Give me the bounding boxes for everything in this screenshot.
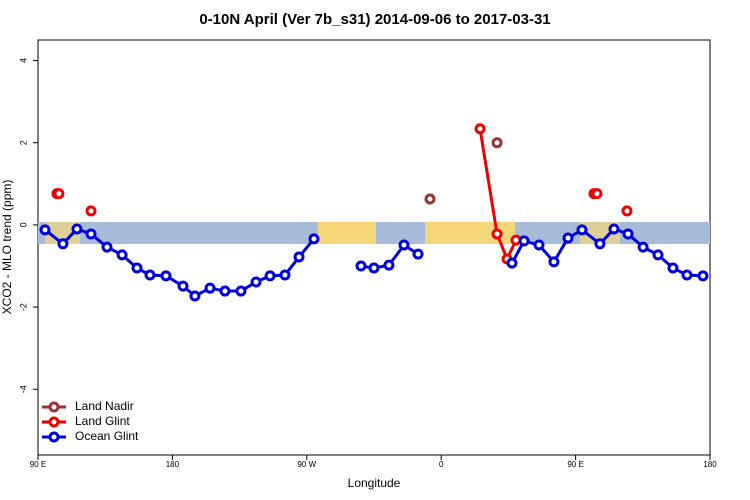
point bbox=[608, 223, 620, 235]
x-tick-label: 90 E bbox=[567, 460, 583, 469]
point bbox=[424, 193, 436, 205]
y-tick-label: 2 bbox=[18, 140, 28, 145]
point bbox=[637, 241, 649, 253]
x-tick-label: 90 E bbox=[30, 460, 46, 469]
legend-label: Ocean Glint bbox=[75, 429, 139, 443]
legend-marker bbox=[48, 401, 60, 413]
point bbox=[383, 259, 395, 271]
point bbox=[189, 290, 201, 302]
chart-title: 0-10N April (Ver 7b_s31) 2014-09-06 to 2… bbox=[199, 11, 550, 28]
point bbox=[101, 241, 113, 253]
point bbox=[219, 285, 231, 297]
point bbox=[177, 280, 189, 292]
point bbox=[355, 260, 367, 272]
x-axis-label: Longitude bbox=[348, 476, 401, 490]
legend-label: Land Glint bbox=[75, 414, 130, 428]
point bbox=[116, 249, 128, 261]
point bbox=[204, 282, 216, 294]
legend-marker bbox=[48, 416, 60, 428]
point bbox=[85, 228, 97, 240]
point bbox=[518, 235, 530, 247]
series-line bbox=[478, 128, 518, 263]
x-tick-label: 90 W bbox=[297, 460, 316, 469]
point bbox=[308, 233, 320, 245]
y-axis-label: XCO2 - MLO trend (ppm) bbox=[0, 180, 14, 315]
point bbox=[235, 285, 247, 297]
point bbox=[39, 224, 51, 236]
point bbox=[57, 238, 69, 250]
point bbox=[131, 262, 143, 274]
point bbox=[85, 205, 97, 217]
x-tick-label: 0 bbox=[439, 460, 444, 469]
point bbox=[160, 270, 172, 282]
point bbox=[652, 249, 664, 261]
point bbox=[491, 137, 503, 149]
point bbox=[279, 269, 291, 281]
point bbox=[533, 239, 545, 251]
point bbox=[591, 188, 603, 200]
point bbox=[250, 276, 262, 288]
plot-frame bbox=[37, 39, 711, 456]
point bbox=[697, 270, 709, 282]
y-tick-label: 4 bbox=[18, 58, 28, 63]
land-patch bbox=[425, 222, 515, 244]
point bbox=[594, 238, 606, 250]
y-tick-label: -2 bbox=[18, 303, 28, 311]
point bbox=[264, 270, 276, 282]
legend-label: Land Nadir bbox=[75, 399, 134, 413]
point bbox=[474, 123, 486, 135]
point bbox=[144, 269, 156, 281]
point bbox=[491, 228, 503, 240]
point bbox=[53, 188, 65, 200]
y-tick-label: -4 bbox=[18, 385, 28, 393]
point bbox=[681, 269, 693, 281]
point bbox=[293, 251, 305, 263]
point bbox=[576, 224, 588, 236]
point bbox=[562, 232, 574, 244]
point bbox=[621, 205, 633, 217]
point bbox=[412, 248, 424, 260]
point bbox=[548, 256, 560, 268]
land-patch bbox=[318, 222, 376, 244]
land-ocean-band bbox=[38, 222, 710, 244]
point bbox=[622, 228, 634, 240]
legend-marker bbox=[48, 431, 60, 443]
y-tick-label: 0 bbox=[18, 222, 28, 227]
x-tick-label: 180 bbox=[703, 460, 717, 469]
point bbox=[667, 262, 679, 274]
point bbox=[398, 239, 410, 251]
point bbox=[506, 257, 518, 269]
x-tick-label: 180 bbox=[166, 460, 180, 469]
point bbox=[71, 223, 83, 235]
point bbox=[368, 262, 380, 274]
